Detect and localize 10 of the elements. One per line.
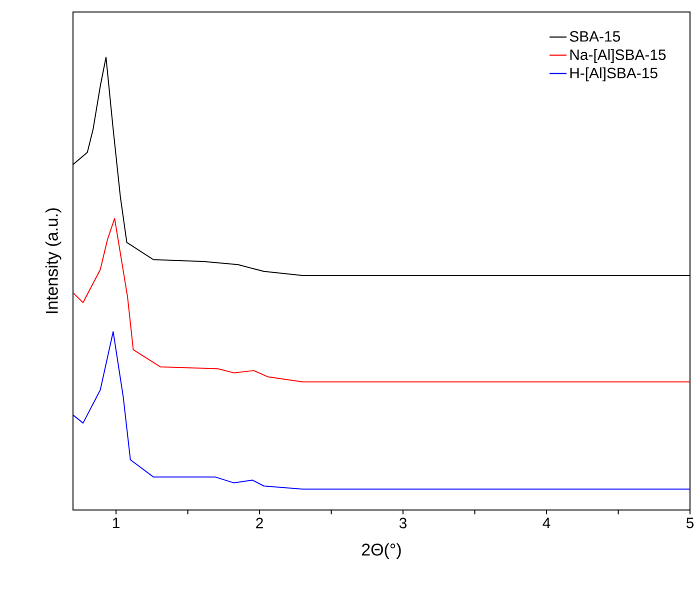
legend-label: Na-[Al]SBA-15 <box>570 49 666 63</box>
x-tick-label: 5 <box>686 518 694 528</box>
legend-label: SBA-15 <box>570 31 620 42</box>
x-tick-label: 3 <box>399 518 407 528</box>
legend-label: H-[Al]SBA-15 <box>570 67 658 82</box>
x-tick-label: 1 <box>113 518 120 528</box>
x-axis-title: 2Θ(°) <box>362 543 401 559</box>
y-axis-title: Intensity (a.u.) <box>45 208 62 314</box>
x-tick-label: 2 <box>256 518 263 528</box>
x-tick-label: 4 <box>542 518 550 528</box>
